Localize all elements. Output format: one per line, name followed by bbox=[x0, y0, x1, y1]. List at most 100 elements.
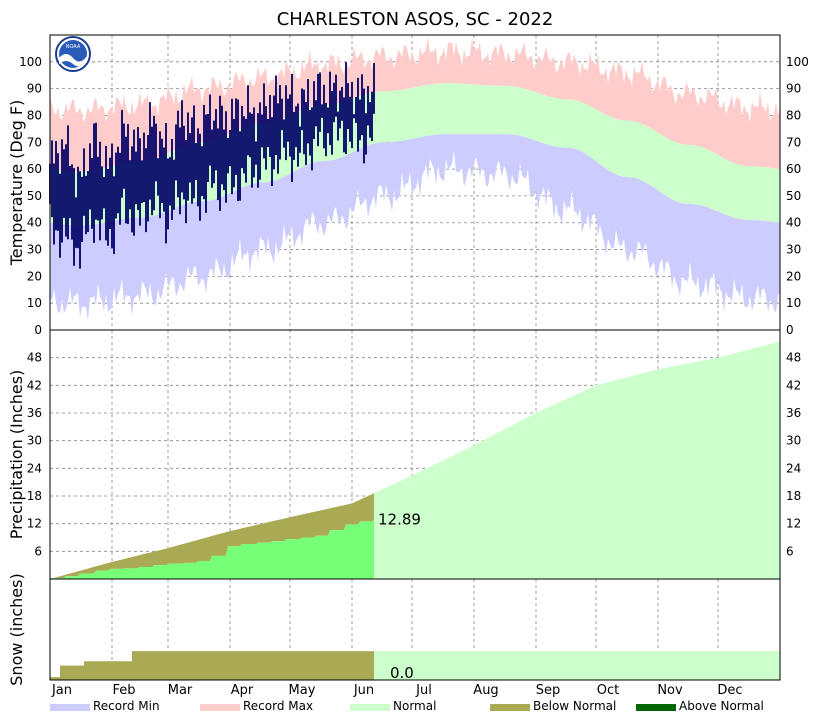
observed-temperature-bar bbox=[141, 160, 143, 204]
month-label: Mar bbox=[168, 683, 193, 698]
legend-item: Below Normal bbox=[490, 699, 616, 713]
observed-temperature-bar bbox=[171, 138, 173, 221]
y-tick-label-left: 18 bbox=[27, 489, 42, 503]
observed-temperature-bar bbox=[369, 102, 371, 138]
observed-temperature-bar bbox=[157, 158, 159, 196]
observed-temperature-bar bbox=[185, 140, 187, 224]
observed-temperature-bar bbox=[313, 81, 315, 140]
y-tick-label-right: 70 bbox=[786, 135, 801, 149]
month-label: Sep bbox=[536, 683, 561, 698]
noaa-logo: NOAA bbox=[55, 36, 91, 72]
observed-temperature-bar bbox=[161, 138, 163, 203]
observed-temperature-bar bbox=[175, 124, 177, 181]
observed-temperature-bar bbox=[305, 102, 307, 165]
observed-temperature-bar bbox=[135, 151, 137, 205]
observed-temperature-bar bbox=[279, 85, 281, 160]
record-min-band bbox=[50, 134, 780, 322]
observed-temperature-bar bbox=[373, 63, 375, 114]
observed-precipitation-area bbox=[50, 519, 374, 579]
observed-temperature-bar bbox=[255, 141, 257, 165]
month-label: Aug bbox=[473, 683, 498, 698]
observed-temperature-bar bbox=[323, 84, 325, 149]
y-tick-label-left: 50 bbox=[27, 189, 42, 203]
below-normal-snow-step bbox=[132, 651, 374, 680]
observed-temperature-bar bbox=[357, 77, 359, 152]
observed-temperature-bar bbox=[99, 141, 101, 241]
month-label: Jun bbox=[353, 683, 374, 698]
observed-temperature-bar bbox=[321, 104, 323, 118]
legend-item: Normal bbox=[350, 699, 436, 713]
y-tick-label-left: 24 bbox=[27, 461, 42, 475]
y-tick-label-left: 40 bbox=[27, 216, 42, 230]
month-label: Nov bbox=[657, 683, 683, 698]
observed-temperature-bar bbox=[341, 86, 343, 121]
y-tick-label-left: 100 bbox=[19, 55, 42, 69]
y-tick-label-left: 48 bbox=[27, 351, 42, 365]
observed-temperature-bar bbox=[347, 83, 349, 130]
y-tick-label-right: 18 bbox=[786, 489, 801, 503]
observed-temperature-bar bbox=[237, 99, 239, 202]
y-tick-label-right: 6 bbox=[786, 544, 794, 558]
observed-temperature-bar bbox=[133, 129, 135, 236]
observed-temperature-bar bbox=[181, 100, 183, 193]
observed-temperature-bar bbox=[151, 126, 153, 216]
observed-temperature-bar bbox=[365, 113, 367, 155]
y-tick-label-right: 80 bbox=[786, 108, 801, 122]
observed-temperature-bar bbox=[319, 72, 321, 132]
observed-temperature-bar bbox=[67, 125, 69, 240]
observed-temperature-bar bbox=[169, 157, 171, 206]
y-tick-label-right: 60 bbox=[786, 162, 801, 176]
observed-temperature-bar bbox=[337, 111, 339, 141]
observed-temperature-bar bbox=[89, 143, 91, 210]
below-normal-precipitation-area bbox=[50, 493, 374, 579]
observed-temperature-bar bbox=[217, 128, 219, 201]
y-tick-label-right: 30 bbox=[786, 243, 801, 257]
y-tick-label-right: 48 bbox=[786, 351, 801, 365]
legend-label: Normal bbox=[393, 699, 436, 713]
observed-temperature-bar bbox=[363, 88, 365, 164]
observed-temperature-bar bbox=[51, 140, 53, 218]
observed-temperature-bar bbox=[303, 89, 305, 155]
observed-temperature-bar bbox=[329, 71, 331, 146]
observed-temperature-bar bbox=[317, 73, 319, 147]
y-tick-label-right: 40 bbox=[786, 216, 801, 230]
y-tick-label-left: 90 bbox=[27, 82, 42, 96]
observed-temperature-bar bbox=[197, 128, 199, 207]
observed-temperature-bar bbox=[53, 163, 55, 245]
record-max-band bbox=[50, 36, 780, 172]
observed-temperature-bar bbox=[55, 141, 57, 231]
observed-temperature-bar bbox=[65, 144, 67, 237]
observed-temperature-bar bbox=[283, 119, 285, 148]
observed-temperature-bar bbox=[261, 114, 263, 148]
observed-temperature-bar bbox=[213, 120, 215, 184]
observed-temperature-bar bbox=[195, 143, 197, 181]
snow-ylabel: Snow (inches) bbox=[7, 573, 26, 685]
observed-temperature-bar bbox=[215, 109, 217, 171]
observed-temperature-bar bbox=[371, 91, 373, 142]
observed-temperature-bar bbox=[207, 113, 209, 183]
observed-temperature-bar bbox=[95, 122, 97, 220]
month-label: Dec bbox=[717, 683, 742, 698]
observed-temperature-bar bbox=[97, 156, 99, 221]
observed-temperature-bar bbox=[265, 106, 267, 170]
observed-temperature-bar bbox=[309, 109, 311, 156]
legend-swatch bbox=[490, 704, 530, 711]
legend-swatch bbox=[50, 704, 90, 711]
observed-temperature-bar bbox=[353, 114, 355, 119]
observed-temperature-bar bbox=[277, 103, 279, 174]
observed-temperature-bar bbox=[71, 164, 73, 240]
observed-temperature-bar bbox=[125, 136, 127, 224]
y-tick-label-right: 12 bbox=[786, 517, 801, 531]
observed-temperature-bar bbox=[93, 123, 95, 243]
y-tick-label-right: 10 bbox=[786, 296, 801, 310]
observed-temperature-bar bbox=[275, 75, 277, 155]
observed-temperature-bar bbox=[173, 159, 175, 210]
y-tick-label-right: 30 bbox=[786, 434, 801, 448]
y-tick-label-left: 6 bbox=[34, 544, 42, 558]
observed-temperature-bar bbox=[297, 103, 299, 167]
observed-temperature-bar bbox=[273, 95, 275, 170]
snow-total-label: 0.0 bbox=[390, 664, 414, 682]
y-tick-label-right: 100 bbox=[786, 55, 809, 69]
observed-temperature-bar bbox=[325, 102, 327, 157]
month-label: Jul bbox=[415, 683, 432, 698]
